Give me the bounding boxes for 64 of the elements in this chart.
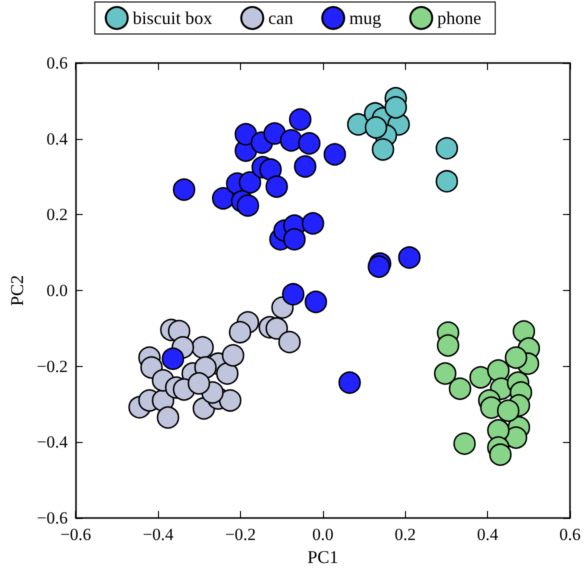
point <box>216 362 239 385</box>
point <box>162 348 184 370</box>
point <box>266 317 288 340</box>
y-axis-title: PC2 <box>7 274 27 306</box>
legend-label: mug <box>349 8 382 28</box>
point <box>172 178 196 201</box>
point <box>434 362 456 385</box>
point <box>222 344 244 367</box>
point <box>188 372 210 395</box>
x-axis-title: PC1 <box>307 546 338 567</box>
point <box>283 228 306 251</box>
point <box>156 406 180 429</box>
point <box>234 123 258 146</box>
point <box>259 158 282 181</box>
point <box>489 443 512 466</box>
point <box>504 426 528 449</box>
point <box>448 377 472 400</box>
point <box>398 246 421 269</box>
point <box>364 116 388 139</box>
legend-label: biscuit box <box>132 8 212 28</box>
point <box>487 359 510 382</box>
point <box>384 96 408 119</box>
point <box>304 290 328 314</box>
y-tick-label: 0.0 <box>46 281 68 300</box>
x-tick-label: 0.0 <box>312 525 334 544</box>
point <box>436 170 458 193</box>
x-tick-label: 0.6 <box>559 525 581 544</box>
point <box>236 194 260 217</box>
y-tick-label: −0.6 <box>36 508 68 528</box>
point <box>338 371 361 394</box>
point <box>294 155 316 178</box>
point <box>282 283 304 306</box>
point <box>504 346 528 369</box>
point <box>280 129 302 152</box>
point <box>288 108 312 131</box>
y-tick-label: 0.2 <box>46 205 68 224</box>
y-tick-label: −0.2 <box>36 356 68 376</box>
point <box>436 137 458 160</box>
point <box>278 330 301 354</box>
point <box>372 138 394 161</box>
point <box>302 212 324 235</box>
x-tick-label: 0.2 <box>394 525 416 544</box>
x-tick-label: −0.2 <box>225 525 256 544</box>
x-tick-label: −0.4 <box>142 525 174 544</box>
point <box>496 399 520 422</box>
y-tick-label: 0.6 <box>46 54 68 72</box>
point <box>228 320 252 344</box>
y-tick-label: 0.4 <box>46 129 68 148</box>
point <box>238 171 262 194</box>
point <box>191 336 214 359</box>
point <box>263 122 286 145</box>
point <box>298 132 321 155</box>
x-tick-label: −0.6 <box>60 525 92 544</box>
legend-label: can <box>268 8 294 28</box>
legend-label: phone <box>437 8 482 28</box>
point <box>212 187 234 210</box>
point <box>266 175 288 198</box>
x-tick-label: 0.4 <box>477 525 499 544</box>
point <box>218 389 242 412</box>
point <box>324 143 346 166</box>
point <box>469 366 492 389</box>
y-tick-label: −0.4 <box>36 432 68 452</box>
point <box>453 432 476 455</box>
point <box>436 334 460 357</box>
